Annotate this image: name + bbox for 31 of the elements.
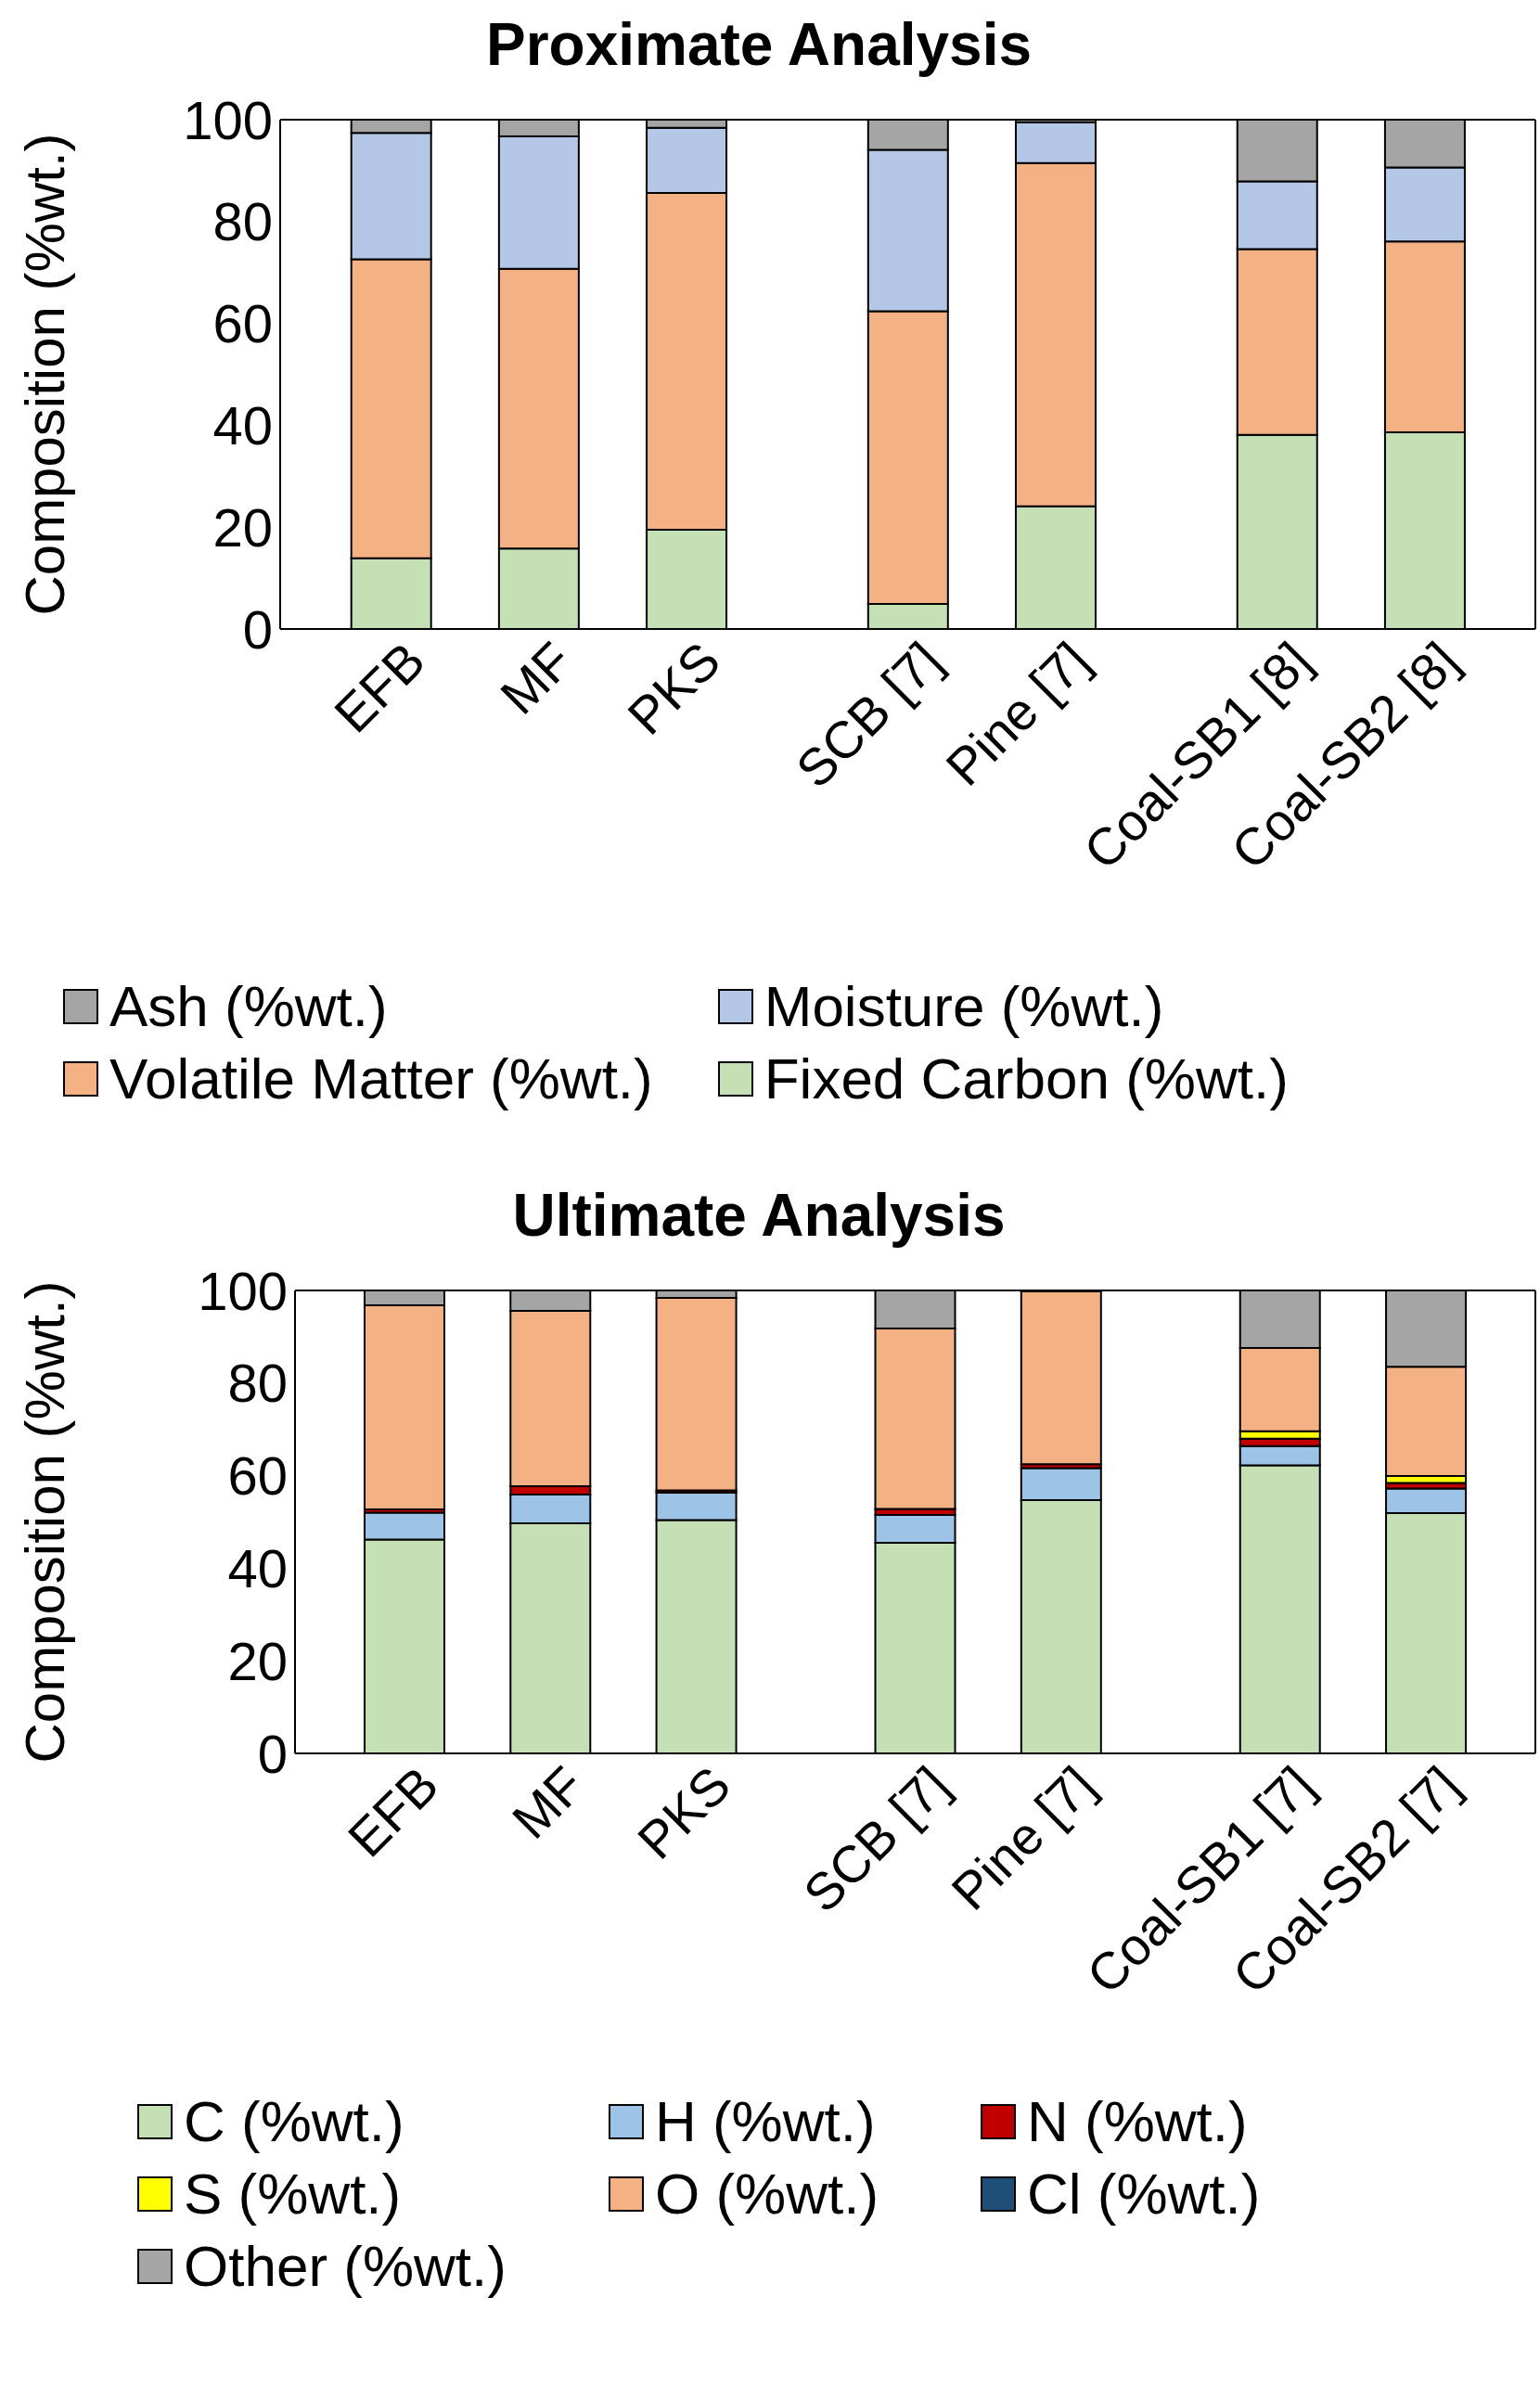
y-tick-label: 60 [227, 1445, 288, 1507]
legend-label: Ash (%wt.) [109, 973, 389, 1040]
y-tick-label: 80 [227, 1353, 288, 1414]
y-tick-label: 0 [242, 598, 273, 660]
y-axis-title: Composition (%wt.) [14, 1280, 77, 1764]
chart-title: Proximate Analysis [484, 10, 1033, 80]
y-tick-label: 80 [212, 191, 273, 252]
legend-label: Volatile Matter (%wt.) [109, 1046, 653, 1112]
y-tick-label: 100 [183, 89, 273, 150]
legend-label: Moisture (%wt.) [763, 973, 1165, 1040]
x-tick-label: MF [501, 1754, 596, 1850]
legend-label: N (%wt.) [1026, 2088, 1249, 2155]
y-axis-title: Composition (%wt.) [14, 133, 77, 616]
y-tick-label: 40 [227, 1537, 288, 1598]
legend-label: Other (%wt.) [183, 2233, 507, 2300]
y-tick-label: 40 [212, 394, 273, 456]
y-tick-label: 20 [227, 1630, 288, 1691]
x-tick-label: MF [489, 630, 584, 725]
legend-label: Fixed Carbon (%wt.) [763, 1046, 1289, 1112]
y-tick-label: 0 [257, 1723, 288, 1784]
legend-label: O (%wt.) [653, 2161, 879, 2227]
x-tick-label: EFB [336, 1754, 450, 1868]
x-tick-label: EFB [323, 630, 436, 744]
y-tick-label: 60 [212, 293, 273, 354]
legend-label: C (%wt.) [183, 2088, 405, 2155]
y-tick-label: 100 [198, 1260, 288, 1321]
legend-label: Cl (%wt.) [1026, 2161, 1261, 2227]
legend-label: S (%wt.) [183, 2161, 403, 2227]
y-tick-label: 20 [212, 496, 273, 558]
chart-title: Ultimate Analysis [511, 1181, 1007, 1251]
legend-label: H (%wt.) [653, 2088, 877, 2155]
